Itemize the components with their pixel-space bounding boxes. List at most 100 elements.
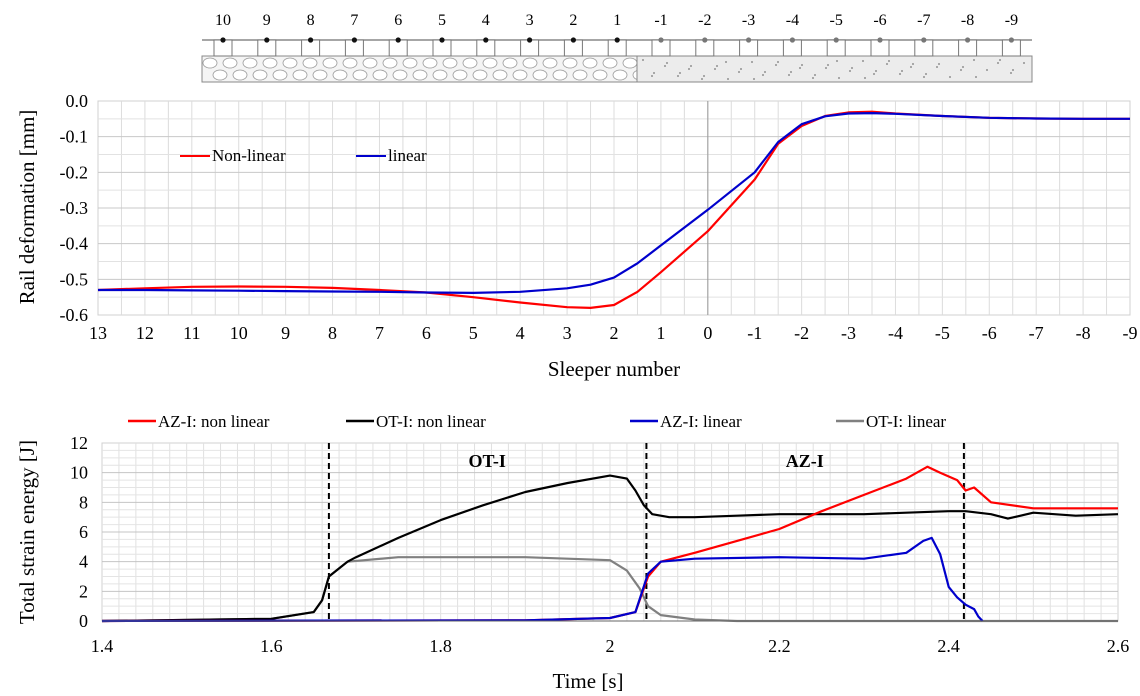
slab-speckle <box>764 71 766 73</box>
sleeper-label: 10 <box>215 12 231 29</box>
c2-x-tick-label: 2.2 <box>768 636 791 656</box>
ballast-stone <box>282 57 298 69</box>
slab-speckle <box>962 66 964 68</box>
slab-speckle <box>960 69 962 71</box>
c1-legend-label-nonlinear: Non-linear <box>212 146 286 165</box>
slab-speckle <box>886 63 888 65</box>
slab-speckle <box>888 60 890 62</box>
rail-support-dot <box>746 37 752 43</box>
slab-speckle <box>775 64 777 66</box>
c1-x-tick-label: 7 <box>375 323 384 343</box>
rail-support-dot <box>614 37 620 43</box>
ballast-stone <box>522 57 538 69</box>
sleeper-label: 2 <box>569 12 577 29</box>
slab-speckle <box>875 70 877 72</box>
c2-series-ot-nonlinear-line <box>101 474 1119 623</box>
c1-y-tick-label: -0.2 <box>60 162 89 182</box>
ballast-stone <box>342 57 358 69</box>
c1-y-tick-label: -0.3 <box>60 198 89 218</box>
slab-speckle <box>714 68 716 70</box>
c1-y-tick-label: 0.0 <box>66 91 89 111</box>
ballast-stone <box>452 69 468 81</box>
slab-speckle <box>727 78 729 80</box>
slab-speckle <box>864 77 866 79</box>
c1-x-axis-title: Sleeper number <box>548 357 680 381</box>
ballast-stone <box>472 69 488 81</box>
slab-speckle <box>701 78 703 80</box>
c2-series-az-linear-line <box>101 536 984 623</box>
rail-support-dot <box>658 37 664 43</box>
c1-y-tick-label: -0.1 <box>60 127 89 147</box>
c2-annotation-ot-i: OT-I <box>469 451 506 471</box>
slab-speckle <box>849 70 851 72</box>
ballast-stone <box>372 69 388 81</box>
c1-x-tick-label: -5 <box>935 323 950 343</box>
slab-speckle <box>790 71 792 73</box>
c1-x-tick-label: 9 <box>281 323 290 343</box>
slab-speckle <box>936 66 938 68</box>
sleeper-label: -2 <box>698 12 711 29</box>
ballast-stone <box>222 57 238 69</box>
ballast-stone <box>512 69 528 81</box>
ballast-stone <box>272 69 288 81</box>
c1-x-tick-label: -8 <box>1076 323 1091 343</box>
slab-speckle <box>799 67 801 69</box>
c1-x-tick-label: -4 <box>888 323 903 343</box>
slab-speckle <box>664 65 666 67</box>
c1-y-tick-label: -0.5 <box>60 269 89 289</box>
ballast-stone <box>292 69 308 81</box>
slab-speckle <box>762 74 764 76</box>
c1-x-tick-label: 10 <box>230 323 248 343</box>
sleeper-label: 4 <box>482 12 490 29</box>
slab-speckle <box>666 62 668 64</box>
sleeper-label: -9 <box>1005 12 1018 29</box>
c1-x-tick-label: -2 <box>794 323 809 343</box>
slab-speckle <box>999 59 1001 61</box>
c2-x-tick-label: 2.4 <box>937 636 960 656</box>
c1-y-tick-label: -0.4 <box>60 234 89 254</box>
slab-speckle <box>910 66 912 68</box>
rail-support-dot <box>877 37 883 43</box>
rail-support-dot <box>264 37 270 43</box>
c2-legend-label-ot-nonlinear: OT-I: non linear <box>376 412 486 431</box>
slab-speckle <box>899 73 901 75</box>
slab-speckle <box>986 69 988 71</box>
c2-y-tick-label: 10 <box>70 463 88 483</box>
ballast-stone <box>402 57 418 69</box>
c1-x-tick-label: 5 <box>469 323 478 343</box>
rail-support-dot <box>921 37 927 43</box>
sleeper-label: 8 <box>307 12 315 29</box>
ballast-stone <box>442 57 458 69</box>
slab-speckle <box>851 67 853 69</box>
slab-speckle <box>997 62 999 64</box>
sleeper-label: -6 <box>873 12 886 29</box>
c2-x-tick-label: 2.6 <box>1107 636 1130 656</box>
slab-speckle <box>949 76 951 78</box>
slab-speckle <box>825 67 827 69</box>
c2-x-axis-title: Time [s] <box>553 669 624 693</box>
c1-x-tick-label: 8 <box>328 323 337 343</box>
slab-speckle <box>751 61 753 63</box>
rail-support-dot <box>1008 37 1015 43</box>
ballast-stone <box>382 57 398 69</box>
c1-axes: 13 12 11 10 9 8 7 6 5 4 3 2 1 0 -1 -2 -3 -4 -5 -6 -7 -8 -90.0-… <box>60 91 1138 343</box>
ballast-stone <box>432 69 448 81</box>
c1-x-tick-label: 1 <box>656 323 665 343</box>
slab-speckle <box>651 75 653 77</box>
ballast-stone <box>302 57 318 69</box>
slab-speckle <box>862 60 864 62</box>
rail-support-dot <box>220 37 226 43</box>
slab-speckle <box>836 60 838 62</box>
ballast-stone <box>202 57 218 69</box>
slab-speckle <box>753 78 755 80</box>
slab-speckle <box>738 71 740 73</box>
c1-x-tick-label: -1 <box>747 323 762 343</box>
slab-section <box>636 55 1033 83</box>
rail-support-dot <box>570 37 577 43</box>
ballast-stone <box>212 69 228 81</box>
sleeper-label: -8 <box>961 12 974 29</box>
c2-y-tick-label: 2 <box>79 581 88 601</box>
sleeper-label: 7 <box>350 12 358 29</box>
rail-support-dot <box>965 37 971 43</box>
